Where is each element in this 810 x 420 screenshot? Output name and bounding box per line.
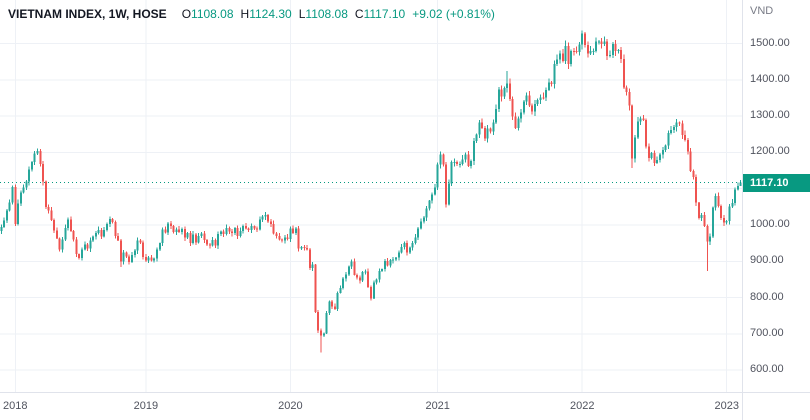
price-axis-label: 1300.00: [750, 109, 790, 122]
price-axis-label: 1500.00: [750, 36, 790, 49]
symbol-legend[interactable]: VIETNAM INDEX, 1W, HOSE O1108.08 H1124.30 L…: [8, 7, 495, 21]
last-price-label: 1117.10: [743, 173, 810, 192]
price-axis-label: 700.00: [750, 326, 784, 339]
time-axis-label: 2023: [714, 400, 739, 412]
close-value: 1117.10: [363, 7, 406, 21]
close-label: C: [354, 7, 364, 21]
low-value: 1108.08: [305, 7, 348, 21]
open-value: 1108.08: [191, 7, 234, 21]
price-axis-label: 800.00: [750, 290, 784, 303]
time-axis-label: 2022: [569, 400, 595, 412]
price-axis-label: 1200.00: [750, 145, 790, 158]
time-axis[interactable]: 2018 2019 2020 2021 2022 2023: [0, 392, 742, 420]
price-axis-label: 1000.00: [750, 218, 790, 231]
open-label: O: [181, 7, 192, 21]
axis-corner: [742, 392, 810, 420]
price-axis-label: 600.00: [750, 363, 784, 376]
price-axis[interactable]: VND 1117.10 600.00 700.00 800.00 900.00 1000…: [742, 0, 810, 392]
price-axis-label: 900.00: [750, 254, 784, 267]
candlestick-chart[interactable]: [0, 0, 742, 392]
time-axis-label: 2019: [133, 400, 159, 412]
time-axis-label: 2018: [3, 400, 28, 412]
high-label: H: [240, 7, 250, 21]
change-value: +9.02 (+0.81%): [412, 7, 495, 21]
currency-label: VND: [750, 5, 774, 17]
symbol-title: VIETNAM INDEX, 1W, HOSE: [8, 7, 167, 21]
high-value: 1124.30: [249, 7, 292, 21]
price-axis-label: 1400.00: [750, 72, 790, 85]
low-label: L: [298, 7, 306, 21]
time-axis-label: 2021: [425, 400, 450, 412]
time-axis-label: 2020: [278, 400, 303, 412]
